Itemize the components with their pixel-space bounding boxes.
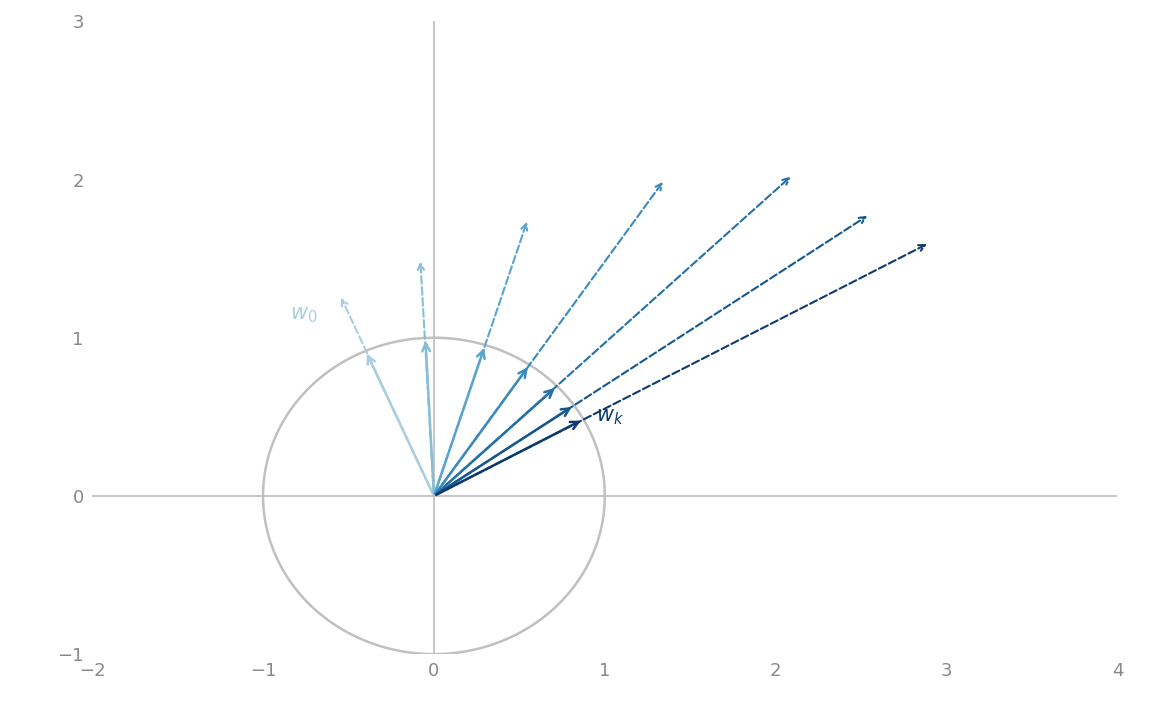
Text: $w_k$: $w_k$ [597, 407, 624, 427]
Text: $w_0$: $w_0$ [290, 305, 318, 325]
